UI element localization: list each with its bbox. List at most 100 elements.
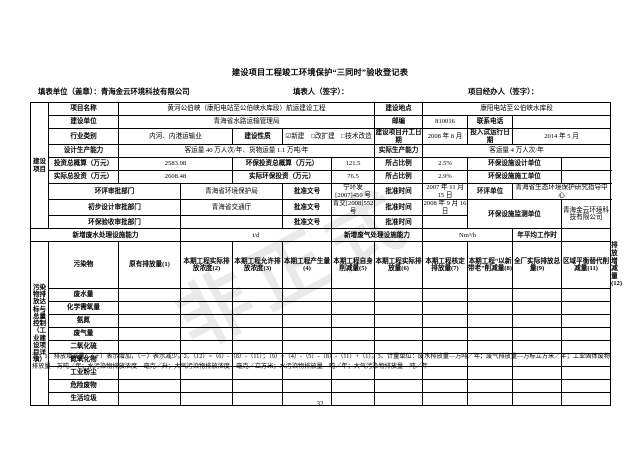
cell-self-reduction[interactable] bbox=[330, 300, 376, 315]
cell-actual-discharge[interactable] bbox=[374, 313, 424, 328]
table-row: 建设项目 项目名称 黄河公伯峡（康阳电站至公伯峡水库段）航运建设工程 建设地点 … bbox=[30, 101, 612, 230]
cell-allowed-concentration[interactable] bbox=[232, 300, 283, 315]
total-budget-value: 2583.98 bbox=[118, 157, 233, 172]
ratio-actual-label: 所占比例 bbox=[374, 170, 424, 185]
cell-plant-total-discharge[interactable] bbox=[512, 378, 563, 393]
cell-actual-concentration[interactable] bbox=[180, 300, 233, 315]
cell-generated-amount[interactable] bbox=[282, 300, 332, 315]
cell-actual-discharge[interactable] bbox=[374, 326, 424, 341]
cell-actual-discharge[interactable] bbox=[374, 300, 424, 315]
cell-regional-balance-reduction[interactable] bbox=[561, 300, 612, 315]
filler-person-field: 填表人（签字）： bbox=[293, 86, 468, 97]
cell-plant-total-discharge[interactable] bbox=[512, 300, 563, 315]
construction-nature-options[interactable]: ☑新建 □改扩建 □技术改造 bbox=[281, 127, 376, 146]
page-number: 32 bbox=[316, 400, 324, 408]
env-design-unit-label: 环保设施设计单位 bbox=[467, 157, 563, 172]
table-row: 生活垃圾 bbox=[31, 391, 612, 406]
cell-self-reduction[interactable] bbox=[330, 391, 376, 406]
annual-work-hours-value bbox=[561, 228, 612, 243]
cell-original-discharge[interactable] bbox=[118, 313, 181, 328]
cell-generated-amount[interactable] bbox=[282, 313, 332, 328]
prelim-approve-time-value: 2008 年 9 月 16 日 bbox=[422, 199, 469, 217]
env-monitor-unit-label: 环保设施监测单位 bbox=[467, 199, 563, 230]
table-row: 设计生产能力 客运量 40 万人次/年、货物运量 1.1 万吨/年 实际生产能力… bbox=[31, 144, 612, 159]
cell-self-reduction[interactable] bbox=[330, 326, 376, 341]
col-header-generated-amount: 本期工程产生量(4) bbox=[282, 241, 332, 289]
cell-original-discharge[interactable] bbox=[118, 326, 181, 341]
cell-approved-discharge[interactable] bbox=[422, 313, 469, 328]
cell-generated-amount[interactable] bbox=[282, 287, 332, 302]
cell-allowed-concentration[interactable] bbox=[232, 287, 283, 302]
eia-approve-time-label: 批准时间 bbox=[374, 183, 424, 201]
cell-regional-balance-reduction[interactable] bbox=[561, 391, 612, 406]
table-row: 废水量 bbox=[31, 287, 612, 302]
cell-regional-balance-reduction[interactable] bbox=[561, 326, 612, 341]
cell-actual-concentration[interactable] bbox=[180, 287, 233, 302]
cell-approved-discharge[interactable] bbox=[422, 326, 469, 341]
filler-unit-label: 填表单位（盖章）： bbox=[38, 87, 101, 96]
postcode-value: 810016 bbox=[422, 115, 469, 129]
project-handler-field: 项目经办人（签字）： bbox=[468, 86, 608, 97]
cell-plant-total-discharge[interactable] bbox=[512, 287, 563, 302]
col-header-pollutant: 污染物 bbox=[48, 241, 119, 289]
cell-original-discharge[interactable] bbox=[118, 300, 181, 315]
cell-generated-amount[interactable] bbox=[282, 326, 332, 341]
cell-actual-discharge[interactable] bbox=[374, 287, 424, 302]
cell-approved-discharge[interactable] bbox=[422, 300, 469, 315]
cell-regional-balance-reduction[interactable] bbox=[561, 287, 612, 302]
pollutant-name: 化学需氧量 bbox=[48, 300, 119, 315]
table-row: 废气量 bbox=[31, 326, 612, 341]
cell-approved-discharge[interactable] bbox=[422, 378, 469, 393]
cell-old-for-new-reduction[interactable] bbox=[467, 326, 514, 341]
cell-actual-concentration[interactable] bbox=[180, 313, 233, 328]
actual-env-investment-label: 实际环保投资（万元） bbox=[232, 170, 332, 185]
env-build-unit-value bbox=[561, 170, 612, 185]
cell-generated-amount[interactable] bbox=[282, 378, 332, 393]
cell-original-discharge[interactable] bbox=[118, 378, 181, 393]
cell-allowed-concentration[interactable] bbox=[232, 378, 283, 393]
acceptance-doc-no-value bbox=[330, 215, 376, 230]
cell-actual-discharge[interactable] bbox=[374, 378, 424, 393]
cell-old-for-new-reduction[interactable] bbox=[467, 313, 514, 328]
prelim-design-dept-label: 初步设计审批部门 bbox=[48, 199, 181, 217]
pollutant-name: 废气量 bbox=[48, 326, 119, 341]
cell-plant-total-discharge[interactable] bbox=[512, 313, 563, 328]
acceptance-approval-dept-label: 环保验收审批部门 bbox=[48, 215, 181, 230]
cell-self-reduction[interactable] bbox=[330, 287, 376, 302]
cell-old-for-new-reduction[interactable] bbox=[467, 378, 514, 393]
col-header-actual-discharge: 本期工程实际排放量(6) bbox=[374, 241, 424, 289]
table-row: 行业类别 内河、内港运输业 建设性质 ☑新建 □改扩建 □技术改造 建设项目开工… bbox=[31, 127, 612, 146]
start-date-label: 建设项目开工日期 bbox=[374, 127, 424, 146]
cell-regional-balance-reduction[interactable] bbox=[561, 378, 612, 393]
cell-old-for-new-reduction[interactable] bbox=[467, 300, 514, 315]
cell-old-for-new-reduction[interactable] bbox=[467, 287, 514, 302]
table-row: 氨氮 bbox=[31, 313, 612, 328]
cell-allowed-concentration[interactable] bbox=[232, 313, 283, 328]
footnote: 注：1、排放增减量：（＋）表示增加，（－）表示减少。2、（12）=（6）-（8）… bbox=[32, 353, 610, 370]
eia-doc-no-label: 批准文号 bbox=[282, 183, 332, 201]
ratio-budget-value: 2.5% bbox=[422, 157, 469, 172]
cell-actual-concentration[interactable] bbox=[180, 378, 233, 393]
table-row: 环评审批部门 青海省环境保护局 批准文号 宁环发[2007]450 号 批准时间… bbox=[31, 183, 612, 201]
col-header-actual-concentration: 本期工程实际排放浓度(2) bbox=[180, 241, 233, 289]
construction-nature-label: 建设性质 bbox=[232, 127, 283, 146]
new-wastegas-capacity-value: Nm³/h bbox=[422, 228, 514, 243]
acceptance-approve-time-value bbox=[422, 215, 469, 230]
acceptance-registration-table: 建设项目 项目名称 黄河公伯峡（康阳电站至公伯峡水库段）航运建设工程 建设地点 … bbox=[30, 101, 622, 406]
cell-actual-concentration[interactable] bbox=[180, 326, 233, 341]
cell-original-discharge[interactable] bbox=[118, 287, 181, 302]
eia-approval-dept-label: 环评审批部门 bbox=[48, 183, 181, 201]
col-header-original-discharge: 原有排放量(1) bbox=[118, 241, 181, 289]
cell-plant-total-discharge[interactable] bbox=[512, 326, 563, 341]
cell-self-reduction[interactable] bbox=[330, 378, 376, 393]
project-name-label: 项目名称 bbox=[48, 102, 119, 116]
cell-allowed-concentration[interactable] bbox=[232, 326, 283, 341]
new-wastewater-capacity-value: t/d bbox=[180, 228, 332, 243]
cell-regional-balance-reduction[interactable] bbox=[561, 313, 612, 328]
prelim-design-dept-value: 青海省交通厅 bbox=[180, 199, 283, 217]
table-row: 建设单位 青海省水路运输管理局 邮编 810016 联系电话 bbox=[31, 115, 612, 129]
cell-self-reduction[interactable] bbox=[330, 313, 376, 328]
project-handler-label: 项目经办人（签字）： bbox=[468, 87, 539, 96]
cell-approved-discharge[interactable] bbox=[422, 287, 469, 302]
phone-label: 联系电话 bbox=[467, 115, 514, 129]
